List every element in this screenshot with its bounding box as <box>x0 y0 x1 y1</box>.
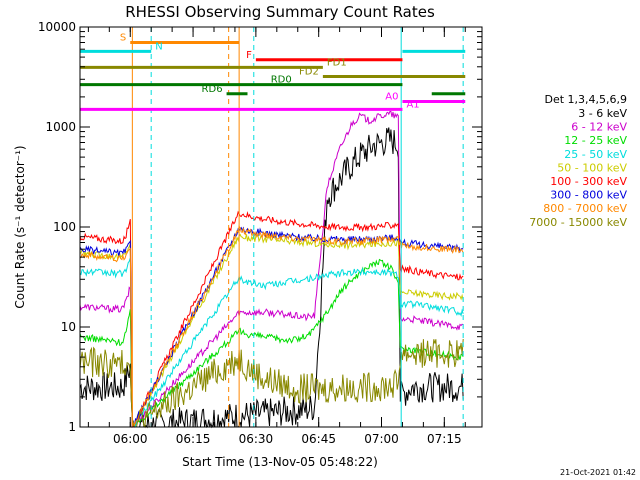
plot-frame <box>79 26 483 428</box>
series-trace-2 <box>79 111 464 428</box>
series-trace-7 <box>79 226 464 428</box>
legend-item: 6 - 12 keV <box>571 121 627 134</box>
flag-label-f: F <box>246 50 252 61</box>
x-tick-label: 06:00 <box>113 432 148 446</box>
flag-label-a0: A0 <box>385 91 398 102</box>
series-trace-6 <box>79 210 464 429</box>
flag-label-s: S <box>120 32 126 43</box>
vertical-markers-group <box>131 27 464 427</box>
series-trace-5 <box>79 233 464 427</box>
series-trace-9 <box>79 338 464 429</box>
x-tick-label: 06:15 <box>176 432 211 446</box>
date-stamp: 21-Oct-2021 01:42 <box>560 468 636 477</box>
chart-title: RHESSI Observing Summary Count Rates <box>125 3 435 21</box>
y-axis-label: Count Rate (s⁻¹ detector⁻¹) <box>13 145 27 308</box>
legend-title: Det 1,3,4,5,6,9 <box>544 93 627 106</box>
y-tick-label: 10 <box>61 320 76 334</box>
legend-item: 800 - 7000 keV <box>543 202 627 215</box>
legend-item: 100 - 300 keV <box>550 175 627 188</box>
series-trace-8 <box>79 225 464 427</box>
legend-item: 300 - 800 keV <box>550 189 627 202</box>
legend-item: 12 - 25 keV <box>564 134 627 147</box>
flag-label-fd2: FD2 <box>299 66 319 77</box>
flag-label-rd6: RD6 <box>202 84 223 95</box>
y-axis: 1 10 100 1000 10000 <box>38 20 482 434</box>
legend-item: 3 - 6 keV <box>578 107 627 120</box>
legend-item: 50 - 100 keV <box>557 161 627 174</box>
x-axis-label: Start Time (13-Nov-05 05:48:22) <box>182 455 378 469</box>
x-tick-label: 06:45 <box>301 432 336 446</box>
flag-label-a1: A1 <box>406 99 419 110</box>
x-axis: 06:00 06:15 06:30 06:45 07:00 07:15 <box>87 27 466 446</box>
x-tick-label: 07:00 <box>364 432 399 446</box>
flag-annotations-group: S N F FD1 FD2 RD0 RD6 A0 A1 <box>80 32 466 111</box>
y-tick-label: 1 <box>68 420 76 434</box>
legend-item: 7000 - 15000 keV <box>529 216 627 229</box>
flag-label-rd0: RD0 <box>271 75 292 86</box>
series-trace-4 <box>79 257 464 428</box>
x-tick-label: 07:15 <box>427 432 462 446</box>
flag-label-n: N <box>155 41 162 52</box>
legend-item: 25 - 50 keV <box>564 148 627 161</box>
y-tick-label: 1000 <box>45 120 76 134</box>
x-tick-label: 06:30 <box>239 432 274 446</box>
y-tick-label: 100 <box>53 220 76 234</box>
data-series-group <box>79 111 464 429</box>
flag-label-fd1: FD1 <box>327 57 347 68</box>
y-tick-label: 10000 <box>38 20 76 34</box>
series-trace-3 <box>79 258 464 428</box>
